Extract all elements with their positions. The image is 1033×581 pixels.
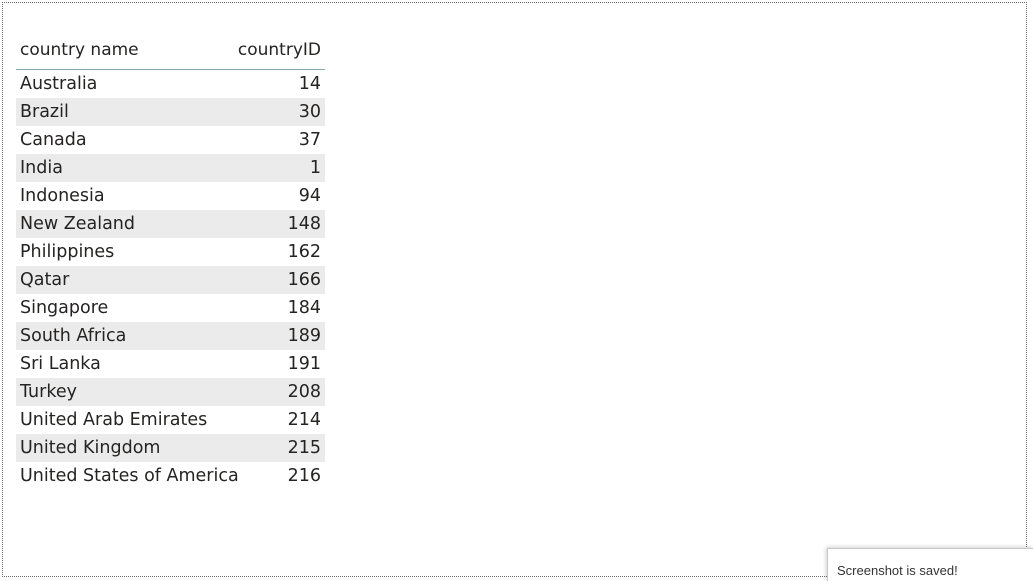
country-name-cell: United States of America: [20, 466, 239, 486]
country-id-cell: 14: [298, 74, 321, 94]
country-id-cell: 30: [298, 102, 321, 122]
screenshot-saved-toast: Screenshot is saved!: [827, 548, 1033, 581]
country-id-cell: 191: [287, 354, 321, 374]
country-id-cell: 166: [287, 270, 321, 290]
country-name-cell: Brazil: [20, 102, 69, 122]
table-row[interactable]: Qatar 166: [16, 266, 325, 294]
country-name-cell: Turkey: [20, 382, 77, 402]
table-row[interactable]: New Zealand 148: [16, 210, 325, 238]
country-name-cell: New Zealand: [20, 214, 135, 234]
column-header-country-name[interactable]: country name: [20, 39, 139, 60]
country-name-cell: Indonesia: [20, 186, 105, 206]
country-id-cell: 184: [287, 298, 321, 318]
table-row[interactable]: United States of America 216: [16, 462, 325, 490]
country-name-cell: Australia: [20, 74, 98, 94]
country-id-cell: 37: [298, 130, 321, 150]
table-row[interactable]: Philippines 162: [16, 238, 325, 266]
table-body: Australia 14 Brazil 30 Canada 37 India 1 Indones…: [16, 70, 325, 490]
table-row[interactable]: Sri Lanka 191: [16, 350, 325, 378]
country-table[interactable]: country name countryID Australia 14 Brazil…: [16, 30, 325, 490]
country-name-cell: South Africa: [20, 326, 127, 346]
country-id-cell: 162: [287, 242, 321, 262]
table-row[interactable]: India 1: [16, 154, 325, 182]
country-name-cell: United Arab Emirates: [20, 410, 208, 430]
country-id-cell: 189: [287, 326, 321, 346]
country-name-cell: Qatar: [20, 270, 70, 290]
table-row[interactable]: Australia 14: [16, 70, 325, 98]
table-row[interactable]: United Arab Emirates 214: [16, 406, 325, 434]
country-id-cell: 94: [298, 186, 321, 206]
country-name-cell: India: [20, 158, 63, 178]
table-row[interactable]: Singapore 184: [16, 294, 325, 322]
country-id-cell: 1: [309, 158, 321, 178]
table-row[interactable]: Indonesia 94: [16, 182, 325, 210]
country-id-cell: 215: [287, 438, 321, 458]
country-name-cell: Philippines: [20, 242, 115, 262]
table-row[interactable]: Turkey 208: [16, 378, 325, 406]
column-header-country-id[interactable]: countryID: [237, 39, 321, 60]
table-row[interactable]: Canada 37: [16, 126, 325, 154]
country-id-cell: 214: [287, 410, 321, 430]
country-id-cell: 216: [287, 466, 321, 486]
table-header: country name countryID: [16, 30, 325, 70]
table-row[interactable]: United Kingdom 215: [16, 434, 325, 462]
country-name-cell: Sri Lanka: [20, 354, 101, 374]
country-id-cell: 148: [287, 214, 321, 234]
country-name-cell: Singapore: [20, 298, 109, 318]
country-name-cell: United Kingdom: [20, 438, 161, 458]
table-row[interactable]: Brazil 30: [16, 98, 325, 126]
country-id-cell: 208: [287, 382, 321, 402]
country-name-cell: Canada: [20, 130, 87, 150]
table-row[interactable]: South Africa 189: [16, 322, 325, 350]
